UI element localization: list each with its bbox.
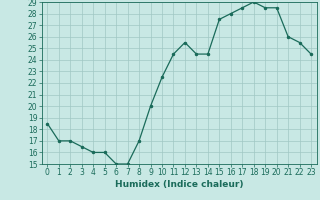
X-axis label: Humidex (Indice chaleur): Humidex (Indice chaleur) [115,180,244,189]
